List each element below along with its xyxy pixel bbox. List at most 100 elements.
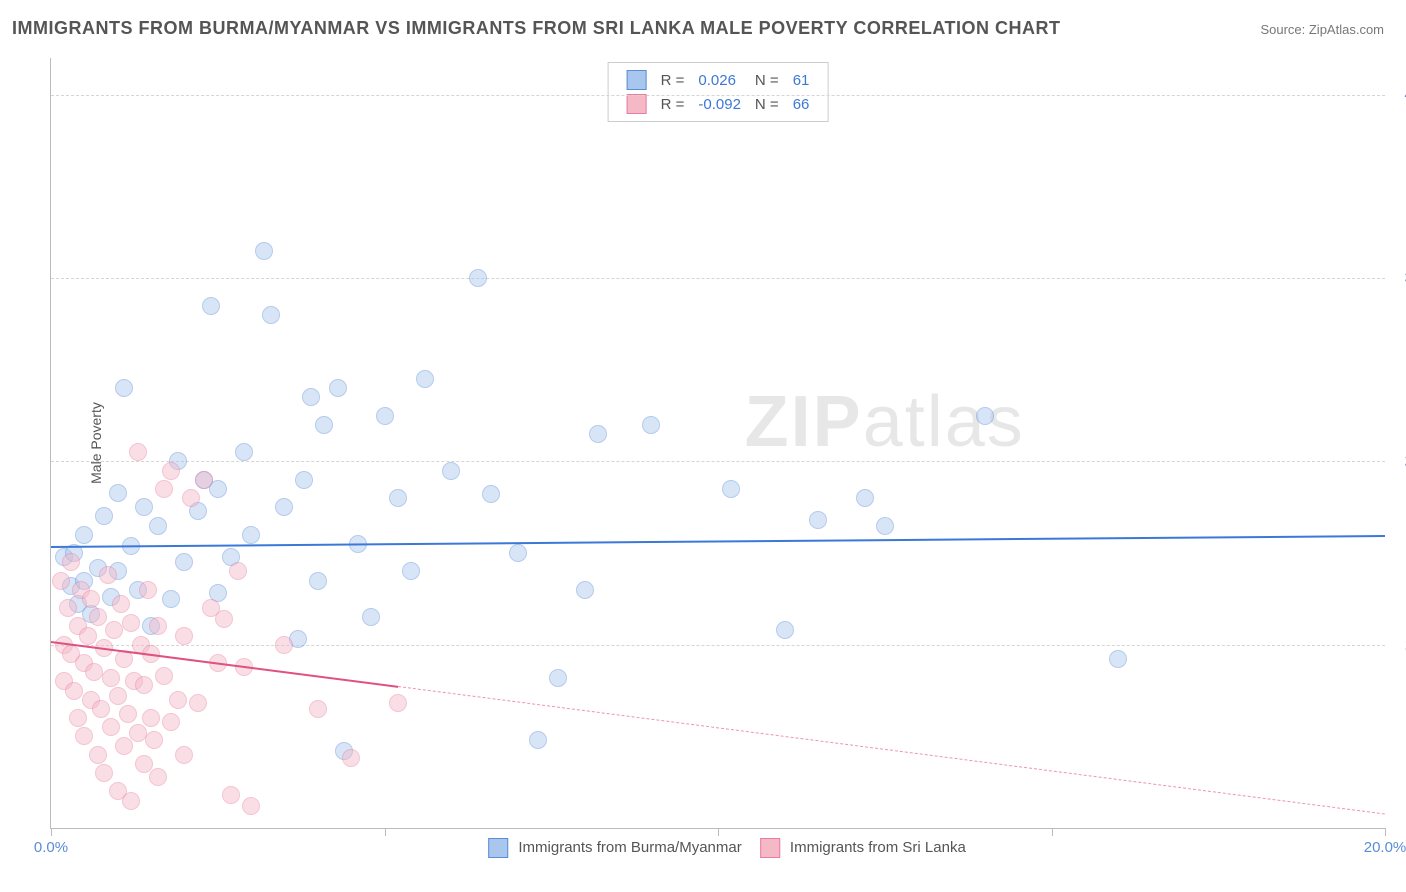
x-tick-label: 20.0% bbox=[1364, 839, 1406, 856]
plot-area: Male Poverty ZIPatlas R =0.026N =61R =-0… bbox=[50, 58, 1385, 829]
legend-swatch bbox=[488, 838, 508, 858]
data-point bbox=[722, 480, 740, 498]
data-point bbox=[642, 416, 660, 434]
n-value: 66 bbox=[787, 93, 816, 115]
data-point bbox=[362, 608, 380, 626]
data-point bbox=[329, 379, 347, 397]
data-point bbox=[255, 242, 273, 260]
data-point bbox=[105, 621, 123, 639]
legend-label: Immigrants from Sri Lanka bbox=[786, 839, 966, 856]
data-point bbox=[589, 425, 607, 443]
data-point bbox=[89, 608, 107, 626]
data-point bbox=[549, 669, 567, 687]
data-point bbox=[389, 489, 407, 507]
data-point bbox=[309, 572, 327, 590]
data-point bbox=[115, 379, 133, 397]
gridline bbox=[51, 95, 1385, 96]
data-point bbox=[222, 786, 240, 804]
data-point bbox=[442, 462, 460, 480]
data-point bbox=[162, 462, 180, 480]
data-point bbox=[102, 669, 120, 687]
data-point bbox=[92, 700, 110, 718]
data-point bbox=[135, 676, 153, 694]
data-point bbox=[75, 526, 93, 544]
data-point bbox=[182, 489, 200, 507]
data-point bbox=[129, 724, 147, 742]
data-point bbox=[295, 471, 313, 489]
data-point bbox=[52, 572, 70, 590]
data-point bbox=[122, 792, 140, 810]
data-point bbox=[59, 599, 77, 617]
legend-row: R =-0.092N =66 bbox=[621, 93, 816, 115]
data-point bbox=[162, 590, 180, 608]
x-tick bbox=[1385, 828, 1386, 836]
data-point bbox=[142, 709, 160, 727]
data-point bbox=[155, 480, 173, 498]
data-point bbox=[262, 306, 280, 324]
gridline bbox=[51, 278, 1385, 279]
data-point bbox=[129, 443, 147, 461]
legend-swatch bbox=[627, 70, 647, 90]
data-point bbox=[149, 617, 167, 635]
data-point bbox=[95, 764, 113, 782]
legend-label: Immigrants from Burma/Myanmar bbox=[514, 839, 742, 856]
data-point bbox=[109, 687, 127, 705]
data-point bbox=[195, 471, 213, 489]
data-point bbox=[1109, 650, 1127, 668]
r-value: -0.092 bbox=[692, 93, 747, 115]
data-point bbox=[145, 731, 163, 749]
data-point bbox=[149, 517, 167, 535]
x-tick bbox=[718, 828, 719, 836]
data-point bbox=[62, 553, 80, 571]
data-point bbox=[416, 370, 434, 388]
data-point bbox=[149, 768, 167, 786]
data-point bbox=[122, 614, 140, 632]
legend-series: Immigrants from Burma/Myanmar Immigrants… bbox=[470, 838, 966, 858]
data-point bbox=[155, 667, 173, 685]
data-point bbox=[215, 610, 233, 628]
n-label: N = bbox=[749, 69, 785, 91]
data-point bbox=[189, 694, 207, 712]
data-point bbox=[275, 636, 293, 654]
r-value: 0.026 bbox=[692, 69, 747, 91]
data-point bbox=[809, 511, 827, 529]
data-point bbox=[109, 484, 127, 502]
data-point bbox=[402, 562, 420, 580]
data-point bbox=[112, 595, 130, 613]
data-point bbox=[162, 713, 180, 731]
data-point bbox=[69, 709, 87, 727]
data-point bbox=[119, 705, 137, 723]
data-point bbox=[82, 590, 100, 608]
data-point bbox=[175, 746, 193, 764]
data-point bbox=[976, 407, 994, 425]
source-label: Source: ZipAtlas.com bbox=[1260, 22, 1384, 37]
n-label: N = bbox=[749, 93, 785, 115]
y-axis-label: Male Poverty bbox=[88, 402, 104, 484]
legend-row: R =0.026N =61 bbox=[621, 69, 816, 91]
data-point bbox=[302, 388, 320, 406]
data-point bbox=[876, 517, 894, 535]
data-point bbox=[99, 566, 117, 584]
r-label: R = bbox=[655, 69, 691, 91]
data-point bbox=[102, 718, 120, 736]
legend-swatch bbox=[760, 838, 780, 858]
gridline bbox=[51, 645, 1385, 646]
data-point bbox=[235, 443, 253, 461]
legend-correlation: R =0.026N =61R =-0.092N =66 bbox=[608, 62, 829, 122]
data-point bbox=[229, 562, 247, 580]
x-tick bbox=[51, 828, 52, 836]
data-point bbox=[389, 694, 407, 712]
data-point bbox=[242, 797, 260, 815]
data-point bbox=[576, 581, 594, 599]
n-value: 61 bbox=[787, 69, 816, 91]
data-point bbox=[175, 553, 193, 571]
data-point bbox=[79, 627, 97, 645]
data-point bbox=[482, 485, 500, 503]
regression-line bbox=[398, 686, 1385, 815]
data-point bbox=[376, 407, 394, 425]
legend-swatch bbox=[627, 94, 647, 114]
x-tick bbox=[385, 828, 386, 836]
data-point bbox=[75, 727, 93, 745]
data-point bbox=[509, 544, 527, 562]
data-point bbox=[315, 416, 333, 434]
